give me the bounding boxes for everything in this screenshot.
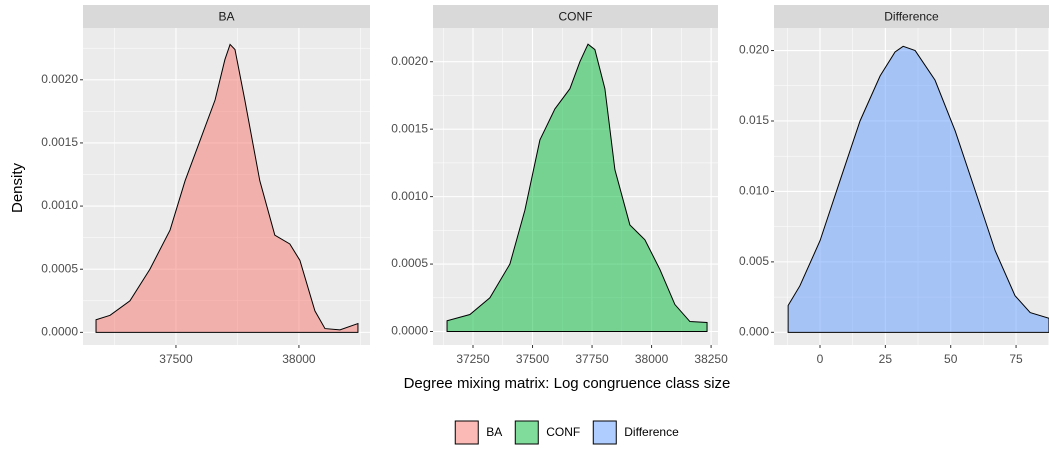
legend-label: Difference (624, 425, 679, 439)
y-tick-label: 0.0005 (41, 261, 78, 275)
panel-title: BA (218, 10, 234, 24)
y-tick-label: 0.020 (739, 43, 769, 57)
y-tick-label: 0.0010 (391, 189, 428, 203)
y-axis-title: Density (9, 162, 26, 213)
x-tick-label: 38000 (635, 352, 669, 366)
y-tick-label: 0.000 (739, 324, 769, 338)
x-tick-label: 37500 (159, 352, 193, 366)
legend: BA CONF Difference (454, 420, 679, 445)
legend-key (454, 420, 479, 445)
strip (433, 5, 718, 28)
panel-title: CONF (559, 10, 593, 24)
x-axis-title: Degree mixing matrix: Log congruence cla… (404, 375, 731, 392)
x-tick-label: 50 (944, 352, 958, 366)
strip (83, 5, 370, 28)
density-area (446, 43, 708, 333)
x-tick-label: 0 (817, 352, 824, 366)
y-tick-label: 0.0010 (41, 198, 78, 212)
x-tick-label: 38000 (282, 352, 316, 366)
legend-label: CONF (546, 425, 580, 439)
y-tick-label: 0.0020 (391, 54, 428, 68)
x-tick-label: 25 (879, 352, 893, 366)
x-tick-label: 38250 (694, 352, 728, 366)
y-tick-label: 0.0005 (391, 256, 428, 270)
y-tick-label: 0.0015 (41, 135, 78, 149)
strip (774, 5, 1049, 28)
legend-key (514, 420, 539, 445)
x-tick-label: 37750 (575, 352, 609, 366)
y-tick-label: 0.015 (739, 113, 769, 127)
density-area (95, 43, 359, 333)
x-tick-label: 37500 (516, 352, 550, 366)
legend-key (592, 420, 617, 445)
legend-label: BA (486, 425, 502, 439)
y-tick-label: 0.0020 (41, 72, 78, 86)
panel-title: Difference (884, 10, 939, 24)
y-tick-label: 0.005 (739, 254, 769, 268)
y-tick-label: 0.010 (739, 184, 769, 198)
density-area (787, 45, 1049, 333)
x-tick-label: 75 (1009, 352, 1023, 366)
y-tick-label: 0.0000 (41, 325, 78, 339)
y-tick-label: 0.0000 (391, 324, 428, 338)
x-tick-label: 37250 (456, 352, 490, 366)
y-tick-label: 0.0015 (391, 121, 428, 135)
